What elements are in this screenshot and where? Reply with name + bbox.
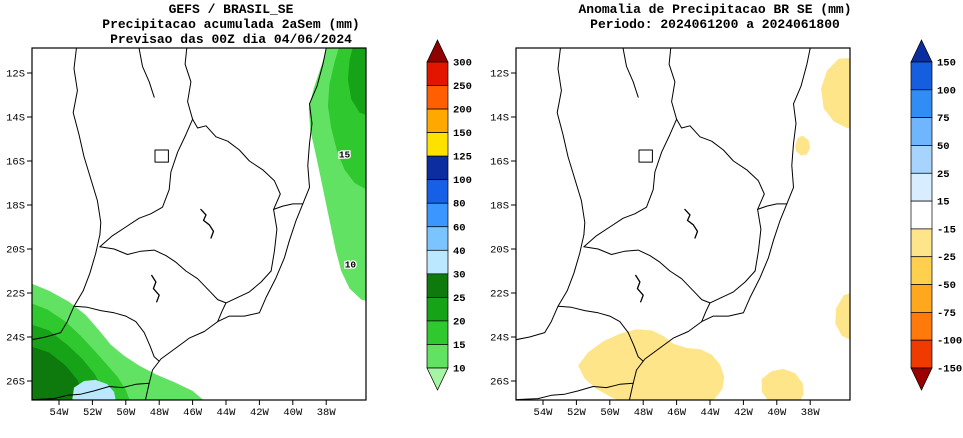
right-panel-titles: Anomalia de Precipitacao BR SE (mm) Peri… — [484, 2, 946, 32]
map-content — [516, 48, 850, 400]
right-subtitle: Periodo: 2024061200 a 2024061800 — [590, 17, 840, 32]
colorbar-tick-label: 150 — [453, 128, 472, 140]
lat-axis: 12S 14S 16S 18S 20S 22S 24S 26S — [6, 69, 32, 389]
map-content — [32, 48, 366, 400]
forecast-map: 12S 14S 16S 18S 20S 22S 24S 26S 54W 52W 50W 48W 46W 4… — [6, 47, 367, 418]
colorbar-tick-label: 25 — [453, 293, 466, 305]
lat-tick-label: 14S — [6, 113, 25, 125]
colorbar-tick-label: -50 — [937, 280, 956, 292]
left-subtitle: Precipitacao acumulada 2aSem (mm) — [102, 17, 360, 32]
colorbar-tick-label: 125 — [453, 152, 472, 164]
lon-tick-label: 50W — [116, 407, 136, 418]
contour-label: 10 — [345, 259, 357, 270]
colorbar-tick-label: 200 — [453, 105, 472, 117]
lon-tick-label: 46W — [183, 407, 203, 418]
lat-tick-label: 16S — [490, 157, 509, 169]
map-frame — [31, 47, 367, 401]
lat-tick-label: 20S — [490, 245, 509, 257]
state-borders — [32, 48, 327, 400]
colorbar-labels: 300 250 200 150 125 100 80 60 40 30 25 20 15 10 — [453, 58, 472, 376]
lat-tick-label: 20S — [6, 245, 25, 257]
colorbar-tick-label: 100 — [937, 85, 956, 97]
colorbar-tick-label: 250 — [453, 81, 472, 93]
colorbar-tick-label: 20 — [453, 316, 466, 328]
lat-tick-label: 14S — [490, 113, 509, 125]
lat-tick-label: 26S — [490, 377, 509, 389]
right-title: Anomalia de Precipitacao BR SE (mm) — [578, 2, 852, 17]
colorbar-tick-label: -15 — [937, 224, 956, 236]
shade-region — [821, 58, 850, 129]
lat-tick-label: 22S — [6, 289, 25, 301]
colorbar-tick-label: -100 — [937, 336, 962, 348]
lon-tick-label: 38W — [801, 407, 821, 418]
lon-tick-label: 40W — [283, 407, 303, 418]
colorbar-tick-label: 10 — [453, 364, 466, 376]
lon-tick-label: 44W — [217, 407, 237, 418]
colorbar-tick-label: 30 — [453, 269, 466, 281]
anomaly-map: 12S 14S 16S 18S 20S 22S 24S 26S 54W 52W 50W 48W 46W 4… — [490, 47, 851, 418]
shade-region — [761, 368, 804, 400]
lat-axis: 12S 14S 16S 18S 20S 22S 24S 26S — [490, 69, 516, 389]
lat-tick-label: 18S — [490, 201, 509, 213]
lat-tick-label: 26S — [6, 377, 25, 389]
lon-tick-label: 40W — [767, 407, 787, 418]
left-subtitle2: Previsao das 00Z dia 04/06/2024 — [110, 32, 352, 47]
colorbar-tick-label: 15 — [453, 340, 466, 352]
colorbar-tick-label: 300 — [453, 58, 472, 70]
lon-tick-label: 42W — [734, 407, 754, 418]
lat-tick-label: 24S — [6, 333, 25, 345]
colorbar-tick-label: 25 — [937, 169, 950, 181]
lon-tick-label: 52W — [567, 407, 587, 418]
shade-region — [72, 379, 116, 400]
lat-tick-label: 22S — [490, 289, 509, 301]
colorbar-tick-label: -25 — [937, 252, 956, 264]
lon-tick-label: 48W — [634, 407, 654, 418]
anomaly-colorbar: 150 100 75 50 25 15 -15 -25 -50 -75 -100 -150 — [910, 39, 962, 391]
lon-tick-label: 54W — [50, 407, 70, 418]
colorbar-segments — [426, 39, 449, 391]
colorbar-tick-label: 80 — [453, 199, 466, 211]
shaded-regions — [578, 58, 850, 400]
state-borders — [516, 48, 811, 400]
colorbar-tick-label: -150 — [937, 364, 962, 376]
colorbar-tick-label: 50 — [937, 141, 950, 153]
colorbar-tick-label: 100 — [453, 175, 472, 187]
colorbar-tick-label: 15 — [937, 197, 950, 209]
lon-tick-label: 50W — [600, 407, 620, 418]
lon-axis: 54W 52W 50W 48W 46W 44W 42W 40W 38W — [534, 400, 821, 418]
colorbar-tick-label: 75 — [937, 113, 950, 125]
left-title: GEFS / BRASIL_SE — [168, 2, 294, 17]
lon-tick-label: 46W — [667, 407, 687, 418]
colorbar-labels: 150 100 75 50 25 15 -15 -25 -50 -75 -100 -150 — [937, 58, 962, 376]
lat-tick-label: 24S — [490, 333, 509, 345]
lat-tick-label: 12S — [490, 69, 509, 81]
shaded-regions — [32, 48, 366, 400]
forecast-colorbar: 300 250 200 150 125 100 80 60 40 30 25 20 15 10 — [426, 39, 472, 391]
lon-tick-label: 48W — [150, 407, 170, 418]
lat-tick-label: 18S — [6, 201, 25, 213]
shade-region — [347, 48, 366, 116]
lat-tick-label: 12S — [6, 69, 25, 81]
shade-region — [578, 329, 725, 400]
colorbar-tick-label: 150 — [937, 58, 956, 70]
map-frame — [515, 47, 851, 401]
left-panel-titles: GEFS / BRASIL_SE Precipitacao acumulada … — [0, 2, 462, 47]
colorbar-tick-label: 40 — [453, 246, 466, 258]
colorbar-tick-label: 60 — [453, 222, 466, 234]
contour-label: 15 — [339, 149, 351, 160]
shade-region — [835, 293, 850, 340]
lon-tick-label: 44W — [701, 407, 721, 418]
shade-region — [795, 135, 811, 156]
colorbar-segments — [910, 39, 933, 391]
lon-tick-label: 38W — [317, 407, 337, 418]
lon-tick-label: 42W — [250, 407, 270, 418]
colorbar-tick-label: -75 — [937, 308, 956, 320]
lat-tick-label: 16S — [6, 157, 25, 169]
lon-tick-label: 52W — [83, 407, 103, 418]
lon-tick-label: 54W — [534, 407, 554, 418]
lon-axis: 54W 52W 50W 48W 46W 44W 42W 40W 38W — [50, 400, 337, 418]
shade-region — [32, 346, 85, 400]
